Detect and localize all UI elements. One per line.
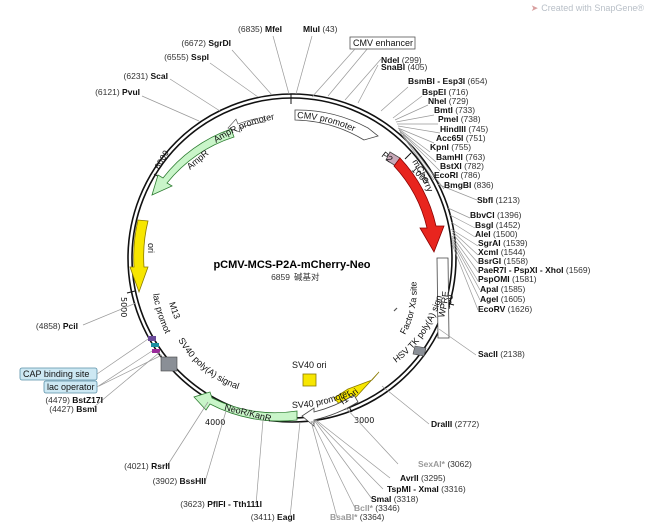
enzyme-label-bsmbi[interactable]: BsmBI - Esp3I (654) <box>408 76 488 86</box>
plasmid-name: pCMV-MCS-P2A-mCherry-Neo <box>213 259 370 271</box>
enzyme-label-bcli[interactable]: BclI* (3346) <box>354 503 400 513</box>
enzyme-label-pcii[interactable]: (4858) PciI <box>36 321 78 331</box>
neor-kanr-label: NeoR/KanR <box>224 402 274 423</box>
enzyme-label-bbvci[interactable]: BbvCI (1396) <box>470 210 522 220</box>
sv40-ori-label: SV40 ori <box>292 360 327 370</box>
plasmid-size: 6859 <box>271 272 290 282</box>
enzyme-label-tth111i[interactable]: (3623) PflFI - Tth111I <box>180 499 262 509</box>
enzyme-label-bmgbi[interactable]: BmgBI (836) <box>444 180 494 190</box>
enzyme-label-sbfi[interactable]: SbfI (1213) <box>477 195 520 205</box>
cmv-enhancer-label: CMV enhancer <box>353 38 413 48</box>
enzyme-label-bamhi[interactable]: BamHI (763) <box>436 152 485 162</box>
mcherry-arrow[interactable] <box>393 157 445 253</box>
ori-label: ori <box>146 243 156 253</box>
backbone-outer-ring <box>127 93 457 423</box>
enzyme-label-bspei[interactable]: BspEI (716) <box>422 87 468 97</box>
enzyme-label-mlui[interactable]: MluI (43) <box>303 24 338 34</box>
enzyme-label-ndei[interactable]: NdeI (299) <box>381 55 422 65</box>
plasmid-size-unit: 碱基对 <box>294 272 320 282</box>
enzyme-label-bsmi[interactable]: (4427) BsmI <box>49 404 97 414</box>
enzyme-label-nhei[interactable]: NheI (729) <box>428 96 469 106</box>
wpre-box[interactable] <box>436 257 450 339</box>
m13-rev-box[interactable] <box>151 343 159 347</box>
lac-promoter-box[interactable] <box>148 336 156 341</box>
enzyme-label-bstxi[interactable]: BstXI (782) <box>440 161 484 171</box>
ampr-promoter-label: AmpR promoter <box>212 111 275 144</box>
cmv-enhancer-callout[interactable] <box>349 36 416 50</box>
enzyme-label-ecorv[interactable]: EcoRV (1626) <box>478 304 532 314</box>
lac-operator-label: lac operator <box>47 382 95 392</box>
enzyme-label-bstz17i[interactable]: (4479) BstZ17I <box>45 395 103 405</box>
enzyme-label-xhoi[interactable]: PaeR7I - PspXI - XhoI (1569) <box>478 265 591 275</box>
enzyme-label-kpni[interactable]: KpnI (755) <box>430 142 471 152</box>
enzyme-label-bsshii[interactable]: (3902) BssHII <box>153 476 206 486</box>
sv40-polya-box[interactable] <box>160 356 178 372</box>
enzyme-label-pvui[interactable]: (6121) PvuI <box>95 87 140 97</box>
enzyme-label-xmai[interactable]: TspMI - XmaI (3316) <box>387 484 466 494</box>
enzyme-label-ecori[interactable]: EcoRI (786) <box>434 170 480 180</box>
enzyme-label-acc65i[interactable]: Acc65I (751) <box>436 133 486 143</box>
enzyme-label-apai[interactable]: ApaI (1585) <box>480 284 526 294</box>
enzyme-label-pspomi[interactable]: PspOMI (1581) <box>478 274 537 284</box>
enzyme-label-sgrdi[interactable]: (6672) SgrDI <box>181 38 231 48</box>
enzyme-label-draiii[interactable]: DraIII (2772) <box>431 419 479 429</box>
ori-arrow[interactable] <box>129 219 149 294</box>
enzyme-labels: MluI (43) (6835) MfeI (6672) SgrDI (6555… <box>36 24 591 522</box>
backbone-inner-ring <box>131 97 453 419</box>
lac-promoter-label: lac promoter <box>0 0 173 335</box>
sv40-promoter-arrow[interactable] <box>301 394 359 427</box>
tick-1000 <box>404 152 412 160</box>
enzyme-label-snabi[interactable]: SnaBI (405) <box>381 62 427 72</box>
cap-leader <box>96 338 149 375</box>
neor-kanr-arrow[interactable] <box>193 391 298 422</box>
enzyme-label-mfei[interactable]: (6835) MfeI <box>238 24 282 34</box>
enzyme-label-eagi[interactable]: (3411) EagI <box>251 512 295 522</box>
enzyme-label-bsrgi[interactable]: BsrGI (1558) <box>478 256 528 266</box>
enzyme-label-sgrai[interactable]: SgrAI (1539) <box>478 238 528 248</box>
cap-binding-site-label: CAP binding site <box>23 369 89 379</box>
factor-xa-site-mark <box>393 307 398 312</box>
enzyme-label-xcmi[interactable]: XcmI (1544) <box>478 247 525 257</box>
enzyme-label-bsabi[interactable]: BsaBI* (3364) <box>330 512 385 522</box>
tick-label-4000: 4000 <box>205 418 225 427</box>
tick-label-6000: 6000 <box>153 149 171 171</box>
position-ticks: 1000 2000 3000 4000 5000 6000 <box>119 149 455 427</box>
enzyme-label-alei[interactable]: AleI (1500) <box>475 229 518 239</box>
cmv-enhancer-leader <box>311 48 356 98</box>
lac-operator-box[interactable] <box>152 349 160 353</box>
feature-glyphs <box>129 109 450 427</box>
enzyme-label-rsrii[interactable]: (4021) RsrII <box>124 461 170 471</box>
enzyme-label-smai[interactable]: SmaI (3318) <box>371 494 418 504</box>
enzyme-label-sexai[interactable]: SexAI* (3062) <box>418 459 472 469</box>
tick-label-5000: 5000 <box>119 297 128 317</box>
enzyme-label-sacii[interactable]: SacII (2138) <box>478 349 525 359</box>
enzyme-label-pmei[interactable]: PmeI (738) <box>438 114 481 124</box>
branding-prefix: Created with <box>541 3 592 13</box>
cmv-promoter-arrow[interactable] <box>294 109 379 141</box>
hsv-tk-polya-box[interactable] <box>412 345 427 357</box>
snapgene-logo-icon: ➤ <box>530 3 539 13</box>
enzyme-label-avrii[interactable]: AvrII (3295) <box>400 473 446 483</box>
enzyme-label-agei[interactable]: AgeI (1605) <box>480 294 526 304</box>
ampr-arrow[interactable] <box>151 128 235 196</box>
enzyme-label-sspi[interactable]: (6555) SspI <box>164 52 209 62</box>
enzyme-label-hindiii[interactable]: HindIII (745) <box>440 124 488 134</box>
hsv-tk-polya-label: HSV TK poly(A) signal <box>0 0 444 365</box>
enzyme-label-bmti[interactable]: BmtI (733) <box>434 105 475 115</box>
enzyme-label-bsgi[interactable]: BsgI (1452) <box>475 220 521 230</box>
branding-name: SnapGene® <box>594 3 644 13</box>
sv40-ori-box[interactable] <box>302 373 317 387</box>
ampr-promoter-arrow[interactable] <box>227 116 266 133</box>
tick-label-3000: 3000 <box>354 416 374 425</box>
factor-xa-site-label: Factor Xa site <box>398 281 419 336</box>
snapgene-branding: ➤ Created with SnapGene® <box>531 3 644 14</box>
enzyme-leader-lines <box>82 35 481 518</box>
lac-operator-leader <box>96 350 153 388</box>
tick-5000 <box>126 290 136 294</box>
enzyme-label-scai[interactable]: (6231) ScaI <box>124 71 168 81</box>
